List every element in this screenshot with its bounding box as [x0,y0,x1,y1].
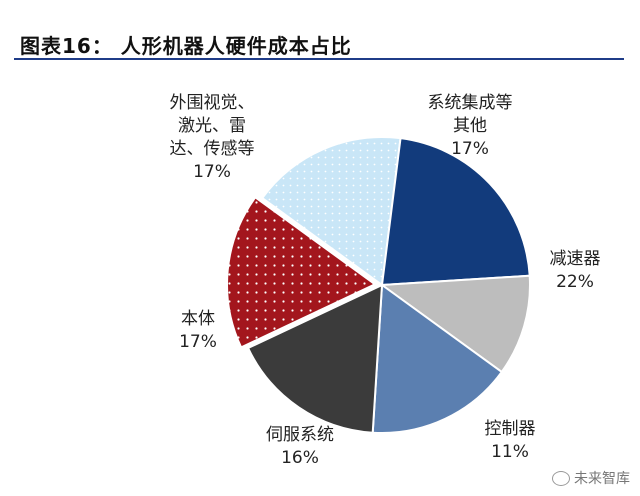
slice-value-label: 22% [556,272,594,292]
slice-value-label: 11% [491,442,529,462]
pie-slice [379,274,531,374]
wechat-icon [552,470,570,486]
slice-label: 减速器 22% [520,248,630,294]
pie-slice [371,283,504,434]
watermark: 未来智库 [552,468,630,488]
slice-label: 控制器 11% [455,418,565,464]
slice-label-line: 减速器 [549,249,601,269]
chart-title: 图表16： 人形机器人硬件成本占比 [20,34,352,58]
pie-slice [260,136,402,287]
slice-label-line: 激光、雷 [178,116,246,136]
slice-label-line: 外围视觉、 [169,93,255,113]
pie-slice [226,195,377,349]
slice-label: 外围视觉、激光、雷达、传感等 17% [157,92,267,184]
slice-value-label: 17% [193,162,231,182]
slice-label-line: 控制器 [484,419,536,439]
title-bar: 图表16： 人形机器人硬件成本占比 [14,22,624,60]
slice-label-line: 伺服系统 [266,425,334,445]
slice-value-label: 17% [451,139,489,159]
slice-label: 系统集成等其他 17% [415,92,525,161]
slice-label: 本体 17% [143,308,253,354]
slice-label: 伺服系统 16% [245,424,355,470]
watermark-text: 未来智库 [574,471,630,487]
slice-label-line: 其他 [453,116,487,136]
slice-value-label: 16% [281,448,319,468]
slice-value-label: 17% [179,332,217,352]
slice-label-line: 本体 [181,309,215,329]
slice-label-line: 系统集成等 [427,93,513,113]
slice-label-line: 达、传感等 [169,139,255,159]
pie-slice [246,283,384,434]
pie-slice [380,137,531,287]
